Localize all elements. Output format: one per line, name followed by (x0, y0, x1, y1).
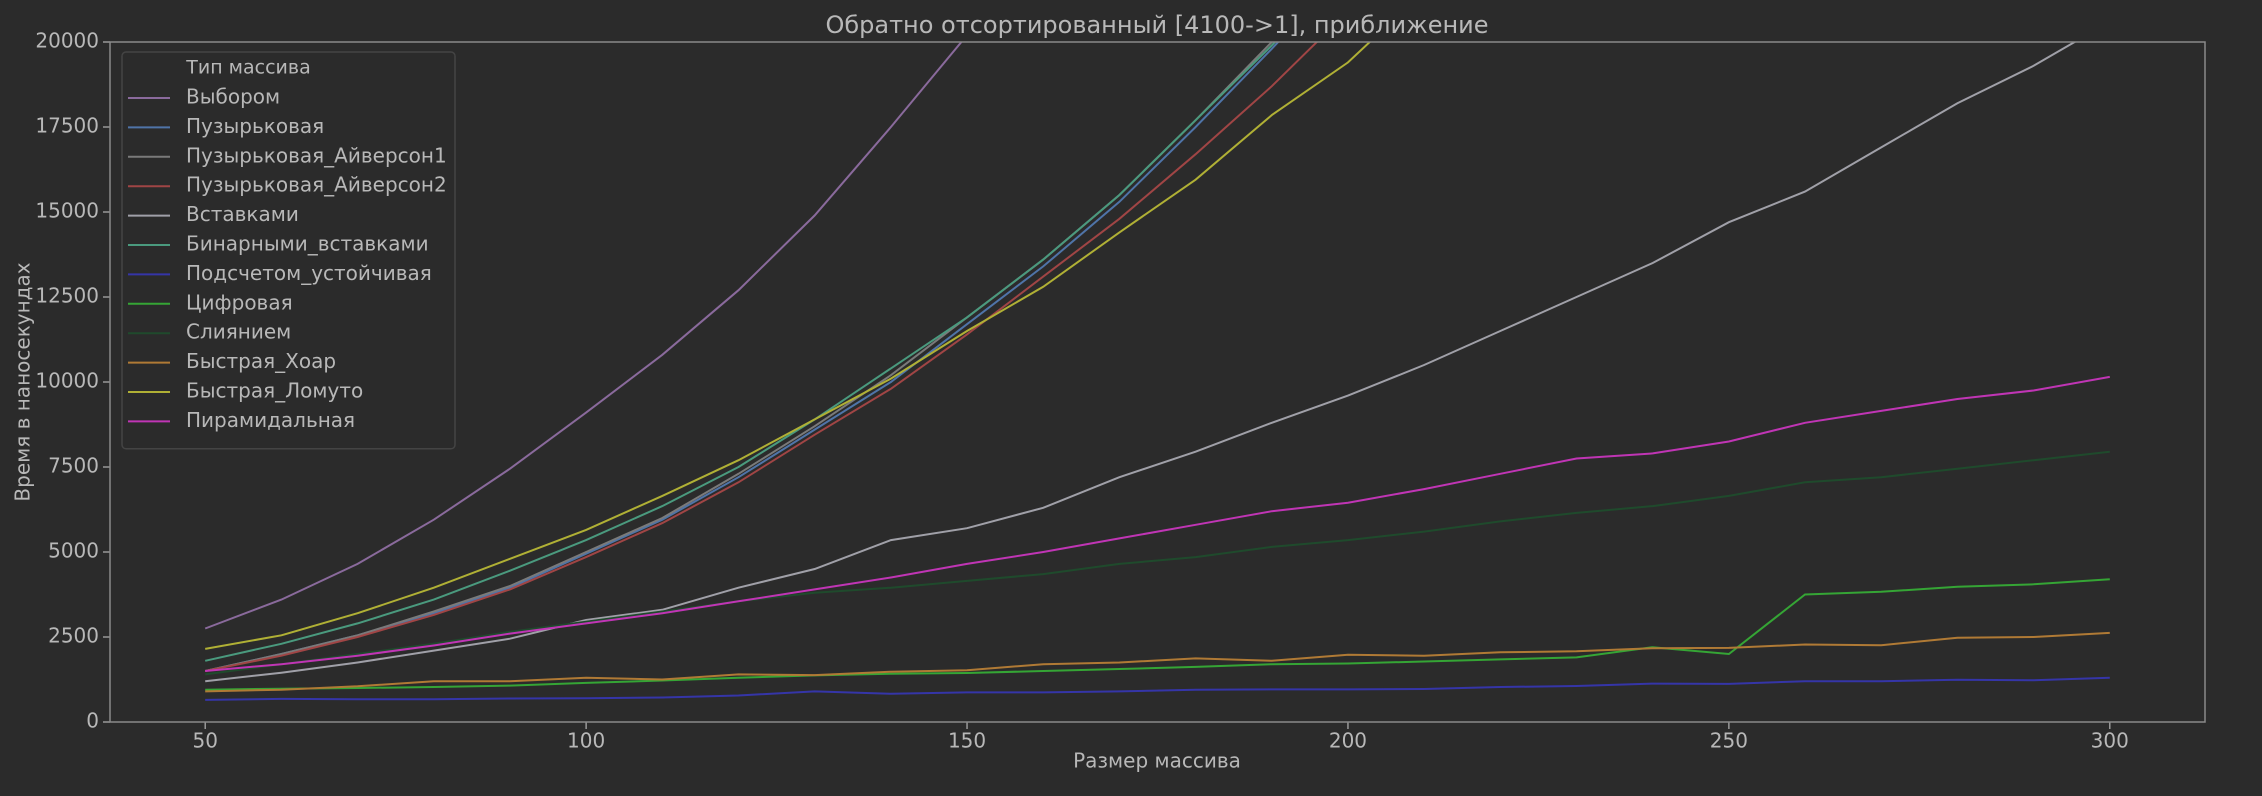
series-line (205, 676, 2110, 701)
y-tick-label: 5000 (48, 539, 99, 563)
plot-lines (204, 42, 2110, 701)
series-line (205, 578, 2110, 691)
series-line (205, 631, 2110, 693)
series-line (205, 375, 2110, 672)
series-line (204, 42, 1280, 672)
y-tick-label: 2500 (48, 624, 99, 648)
series-line (205, 42, 1319, 672)
y-axis-label: Время в наносекундах (11, 262, 35, 501)
series-line (205, 42, 2077, 683)
legend-label: Выбором (186, 85, 280, 109)
legend-label: Быстрая_Ломуто (186, 379, 363, 403)
legend-label: Пирамидальная (186, 408, 355, 432)
legend-label: Быстрая_Хоар (186, 349, 336, 373)
legend-box (121, 51, 456, 450)
legend-label: Цифровая (186, 290, 293, 314)
series-line (204, 42, 1277, 662)
x-tick-label: 300 (2091, 729, 2129, 753)
legend-label: Бинарными_вставками (186, 232, 429, 256)
x-tick-label: 150 (948, 729, 986, 753)
y-tick-label: 10000 (35, 369, 99, 393)
y-tick-label: 7500 (48, 454, 99, 478)
y-tick-label: 20000 (35, 29, 99, 53)
legend-title: Тип массива (185, 57, 310, 79)
legend-label: Вставками (186, 202, 299, 226)
legend-label: Пузырьковая_Айверсон1 (186, 143, 447, 167)
y-tick-label: 0 (86, 709, 99, 733)
y-tick-label: 12500 (35, 284, 99, 308)
series-line (205, 42, 1372, 650)
legend-label: Подсчетом_устойчивая (186, 261, 432, 285)
chart-title: Обратно отсортированный [4100->1], прибл… (825, 11, 1488, 39)
series-line (205, 450, 2110, 676)
x-tick-label: 200 (1329, 729, 1367, 753)
x-tick-label: 250 (1710, 729, 1748, 753)
x-tick-label: 50 (193, 729, 218, 753)
legend-label: Пузырьковая (186, 114, 324, 138)
plot-frame (109, 41, 2206, 723)
legend-label: Пузырьковая_Айверсон2 (186, 173, 447, 197)
legend-label: Слиянием (186, 320, 291, 344)
y-tick-label: 15000 (35, 199, 99, 223)
series-line (204, 42, 963, 630)
x-tick-label: 100 (567, 729, 605, 753)
y-tick-label: 17500 (35, 114, 99, 138)
x-axis-label: Размер массива (1073, 749, 1241, 773)
